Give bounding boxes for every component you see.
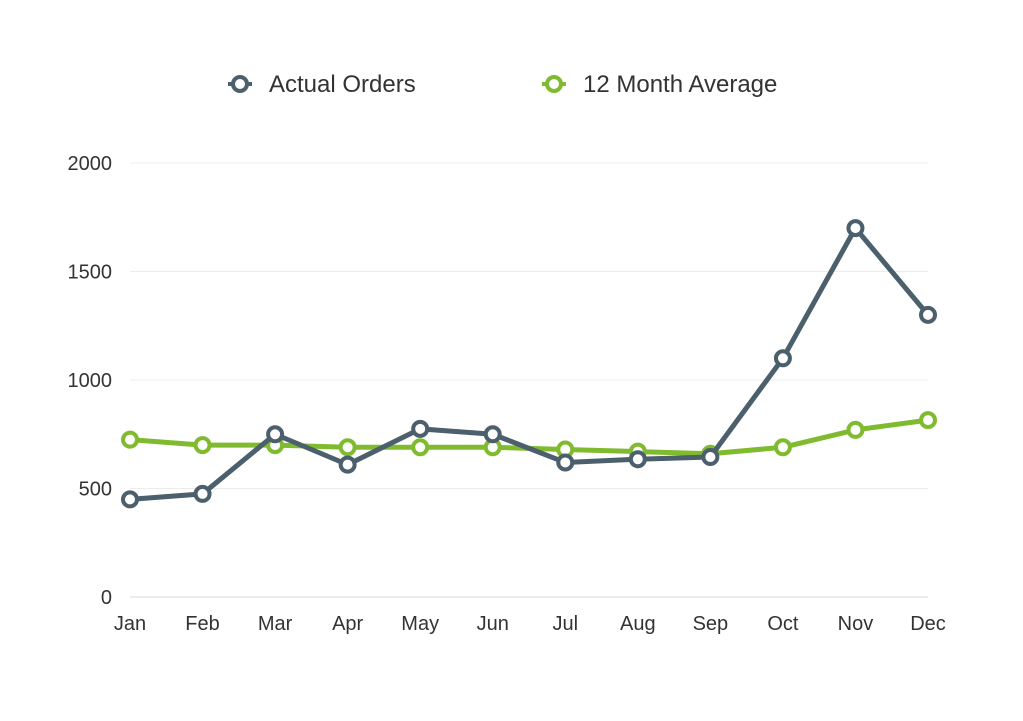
x-tick-label: Jan: [114, 613, 146, 635]
y-axis: 0 500 1000 1500 2000: [68, 153, 113, 609]
data-point: [193, 484, 212, 503]
y-tick-label: 1000: [68, 370, 113, 392]
x-tick-label: May: [401, 613, 439, 635]
data-point: [338, 438, 357, 457]
data-point: [193, 436, 212, 455]
data-point: [773, 438, 792, 457]
data-point: [483, 425, 502, 444]
data-point: [846, 420, 865, 439]
series-line-actual: [129, 225, 930, 502]
x-tick-label: Apr: [332, 613, 363, 635]
x-tick-label: Sep: [693, 613, 729, 635]
data-point: [411, 438, 430, 457]
y-tick-label: 1500: [68, 262, 113, 284]
data-point: [411, 419, 430, 438]
legend-marker-icon: [545, 75, 563, 93]
x-tick-label: Dec: [910, 613, 946, 635]
data-point: [846, 219, 865, 238]
data-point: [121, 430, 139, 449]
data-point: [338, 455, 357, 474]
y-tick-label: 500: [79, 479, 112, 501]
data-point: [121, 490, 139, 509]
legend-label: Actual Orders: [269, 71, 416, 98]
legend-label: 12 Month Average: [583, 71, 777, 98]
x-tick-label: Aug: [620, 613, 656, 635]
series-layer: [121, 219, 937, 509]
y-tick-label: 2000: [68, 153, 113, 175]
data-point: [628, 450, 647, 469]
grid: [130, 162, 928, 598]
data-point: [919, 411, 937, 430]
x-tick-label: Oct: [767, 613, 799, 635]
x-axis: Jan Feb Mar Apr May Jun Jul Aug Sep Oct Nov Dec: [114, 613, 946, 635]
x-tick-label: Feb: [185, 613, 219, 635]
data-point: [701, 448, 720, 467]
data-point: [773, 349, 792, 368]
x-tick-label: Mar: [258, 613, 293, 635]
legend-marker-icon: [231, 75, 249, 93]
x-tick-label: Nov: [838, 613, 874, 635]
data-point: [266, 425, 285, 444]
legend: Actual Orders 12 Month Average: [228, 71, 777, 98]
y-tick-label: 0: [101, 587, 112, 609]
data-point: [919, 305, 937, 324]
x-tick-label: Jul: [552, 613, 578, 635]
data-point: [556, 453, 575, 472]
x-tick-label: Jun: [477, 613, 509, 635]
